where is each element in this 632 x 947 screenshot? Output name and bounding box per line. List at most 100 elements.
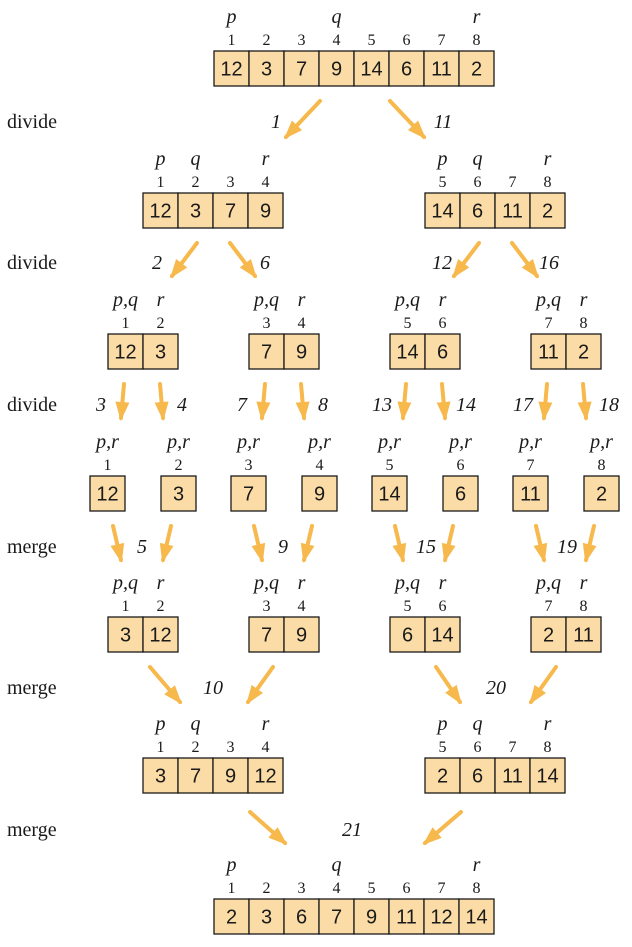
array-m2-right: p q r 5 6 7 8 2 6 11 14 [424, 713, 566, 794]
cell-value: 3 [173, 484, 184, 506]
index-label: 3 [227, 739, 235, 756]
flow-arrow [388, 99, 427, 140]
index-label: 2 [157, 598, 165, 615]
index-label: 1 [122, 315, 130, 332]
cell-value: 2 [542, 201, 553, 223]
array-m1-d: p,q r 7 8 2 11 [530, 572, 602, 653]
cell-value: 7 [261, 342, 272, 364]
flow-arrow [228, 241, 257, 279]
array-d1-left: p q r1 2 3 412 3 7 9 [142, 148, 284, 229]
pointer-label: p,q [534, 289, 561, 311]
flow-arrow [582, 524, 597, 563]
cell-value: 9 [260, 201, 271, 223]
pointer-label: p,r [235, 431, 260, 453]
index-label: 8 [473, 32, 481, 49]
pointer-label: r [473, 6, 481, 28]
step-number: 20 [486, 677, 506, 699]
index-label: 1 [157, 174, 165, 191]
array-cell [512, 475, 549, 512]
index-label: 6 [474, 174, 482, 191]
cell-value: 6 [437, 342, 448, 364]
step-number: 5 [137, 536, 147, 558]
flow-arrow [422, 810, 463, 845]
index-label: 4 [262, 174, 270, 191]
array-cell [283, 898, 320, 935]
array-cell [583, 475, 620, 512]
array-cell [565, 333, 602, 370]
cell-value: 6 [472, 766, 483, 788]
array-cell [107, 333, 144, 370]
array-leaf-3: p,r 3 7 [230, 431, 267, 512]
cell-value: 12 [220, 59, 242, 81]
pointer-label: p [225, 854, 237, 876]
pointer-label: r [262, 148, 270, 170]
array-d1-right: p q r 5 6 7 8 14 6 11 2 [424, 148, 566, 229]
row-label-merge: merge [7, 536, 57, 558]
pointer-label: p,r [306, 431, 331, 453]
flow-arrow [392, 524, 407, 563]
step-number: 7 [237, 394, 248, 416]
index-label: 3 [227, 174, 235, 191]
index-label: 2 [175, 457, 183, 474]
pointer-label: q [332, 854, 342, 876]
array-cell [459, 757, 496, 794]
array-cell [142, 192, 179, 229]
pointer-label: p,r [94, 431, 119, 453]
cell-value: 9 [366, 907, 377, 929]
pointer-label: r [473, 854, 481, 876]
pointer-label: q [191, 148, 201, 170]
index-label: 4 [298, 598, 306, 615]
array-cell [388, 50, 425, 87]
array-cell [283, 616, 320, 653]
step-number: 15 [416, 536, 436, 558]
array-cell [142, 616, 179, 653]
index-label: 2 [263, 32, 271, 49]
cell-value: 14 [431, 625, 453, 647]
flow-arrow [300, 524, 315, 563]
step-number: 11 [434, 111, 453, 133]
cell-value: 14 [536, 766, 558, 788]
cell-value: 12 [254, 766, 276, 788]
index-label: 4 [333, 32, 341, 49]
cell-value: 7 [261, 625, 272, 647]
cell-value: 7 [243, 484, 254, 506]
cell-value: 3 [120, 625, 131, 647]
cell-value: 6 [455, 484, 466, 506]
cell-value: 11 [520, 484, 541, 506]
array-cell [423, 898, 460, 935]
cell-value: 12 [114, 342, 136, 364]
flow-arrow [397, 382, 412, 421]
array-cell [248, 898, 285, 935]
row-label-divide: divide [7, 394, 57, 416]
array-cell [459, 192, 496, 229]
index-label: 3 [298, 880, 306, 897]
cell-value: 7 [225, 201, 236, 223]
cell-value: 7 [331, 907, 342, 929]
cell-value: 6 [401, 59, 412, 81]
cell-value: 6 [472, 201, 483, 223]
index-label: 3 [263, 315, 271, 332]
pointer-label: q [191, 713, 201, 735]
array-leaf-8: p,r 8 2 [583, 431, 620, 512]
cell-value: 14 [465, 907, 487, 929]
index-label: 1 [157, 739, 165, 756]
pointer-label: p [154, 713, 166, 735]
index-label: 8 [473, 880, 481, 897]
cell-value: 11 [502, 201, 523, 223]
step-number: 2 [152, 252, 162, 274]
cell-value: 3 [261, 907, 272, 929]
index-label: 4 [333, 880, 341, 897]
index-label: 8 [544, 739, 552, 756]
pointer-label: p,q [393, 572, 420, 594]
array-cell [247, 757, 284, 794]
flow-arrow [154, 382, 169, 421]
flow-arrow [159, 524, 174, 563]
index-label: 3 [245, 457, 253, 474]
pointer-label: p [436, 148, 448, 170]
index-label: 5 [368, 32, 376, 49]
step-number: 16 [539, 252, 559, 274]
cell-value: 14 [396, 342, 418, 364]
cell-value: 7 [190, 766, 201, 788]
index-label: 5 [404, 315, 412, 332]
row-label-merge: merge [7, 677, 57, 699]
